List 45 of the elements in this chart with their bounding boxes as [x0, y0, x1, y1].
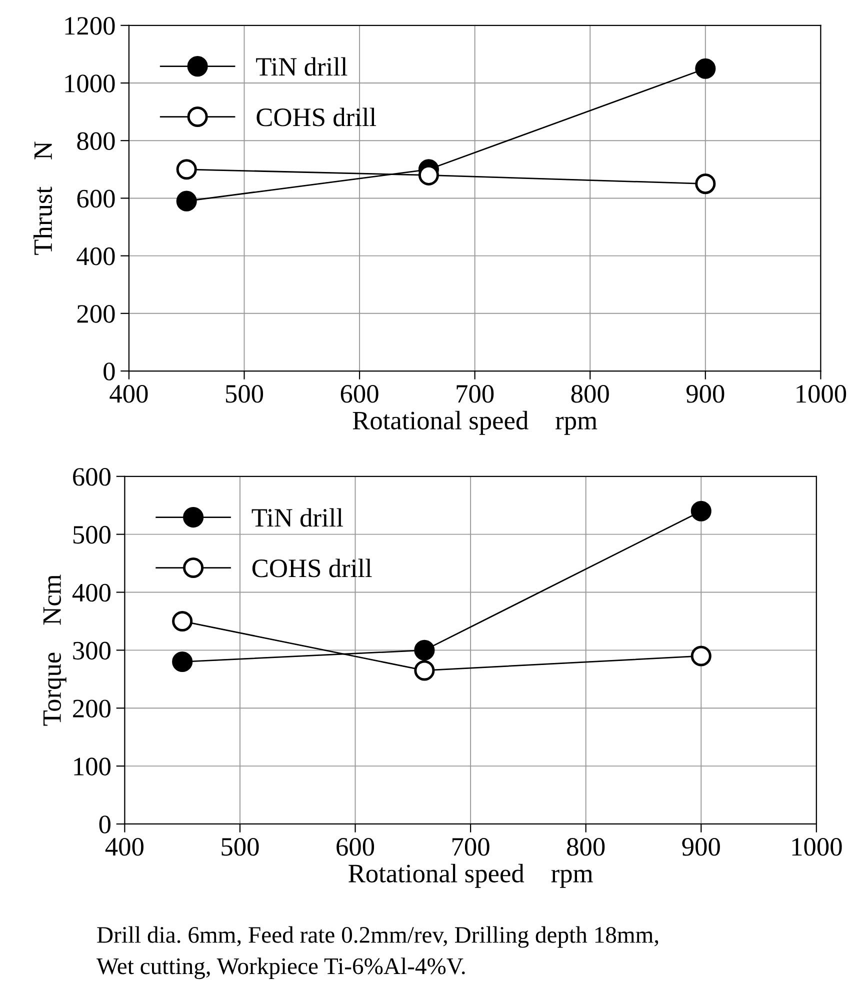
x-tick-label: 800: [567, 838, 605, 856]
x-axis-title: Rotational speed rpm: [348, 864, 593, 888]
y-tick-label: 100: [74, 758, 110, 776]
y-tick-label: 1200: [65, 17, 115, 35]
point: [176, 190, 197, 212]
x-tick-label: 500: [222, 838, 259, 856]
point: [414, 660, 435, 681]
point: [172, 610, 193, 632]
point: [690, 500, 712, 522]
y-tick-label: 0: [104, 362, 115, 380]
y-tick-label: 600: [73, 468, 110, 486]
y-tick-label: 500: [73, 526, 110, 544]
point: [414, 640, 435, 660]
text: Drill dia. 6mm, Feed rate 0.2mm/rev, Drilling depth 18mm, Wet cutting, Workpiece Ti-6%Al-4%V.: [96, 926, 658, 980]
y-tick-label: 200: [77, 305, 115, 323]
legend-label: TiN drill: [256, 57, 348, 76]
legend-label: TiN drill: [252, 508, 343, 527]
y-axis-title: Thrust N: [33, 142, 52, 255]
y-tick-label: 0: [99, 816, 110, 834]
point: [176, 159, 197, 180]
legend-label: COHS drill: [252, 558, 372, 578]
y-tick-label: 400: [72, 584, 110, 602]
y-axis-title: Torque Ncm: [43, 574, 66, 726]
y-tick-label: 400: [76, 247, 115, 266]
x-tick-label: 600: [340, 384, 378, 403]
y-tick-label: 1000: [65, 74, 115, 92]
y-tick-label: 200: [73, 700, 110, 718]
point: [695, 174, 716, 194]
x-tick-label: 900: [686, 384, 724, 403]
x-tick-label: 500: [226, 384, 264, 403]
x-tick-label: 700: [452, 838, 490, 856]
x-axis-title: Rotational speed rpm: [352, 410, 598, 435]
x-tick-label: 700: [456, 384, 494, 403]
point: [695, 58, 716, 79]
y-tick-label: 300: [73, 642, 110, 660]
y-tick-label: 800: [77, 132, 115, 150]
x-tick-label: 1000: [796, 384, 846, 403]
point: [172, 651, 193, 672]
x-tick-label: 600: [336, 838, 374, 856]
x-tick-label: 800: [571, 384, 609, 403]
legend-label: COHS drill: [256, 108, 376, 126]
x-tick-label: 1000: [792, 838, 842, 856]
point: [690, 646, 712, 666]
x-tick-label: 900: [682, 838, 720, 856]
y-tick-label: 600: [77, 190, 115, 208]
